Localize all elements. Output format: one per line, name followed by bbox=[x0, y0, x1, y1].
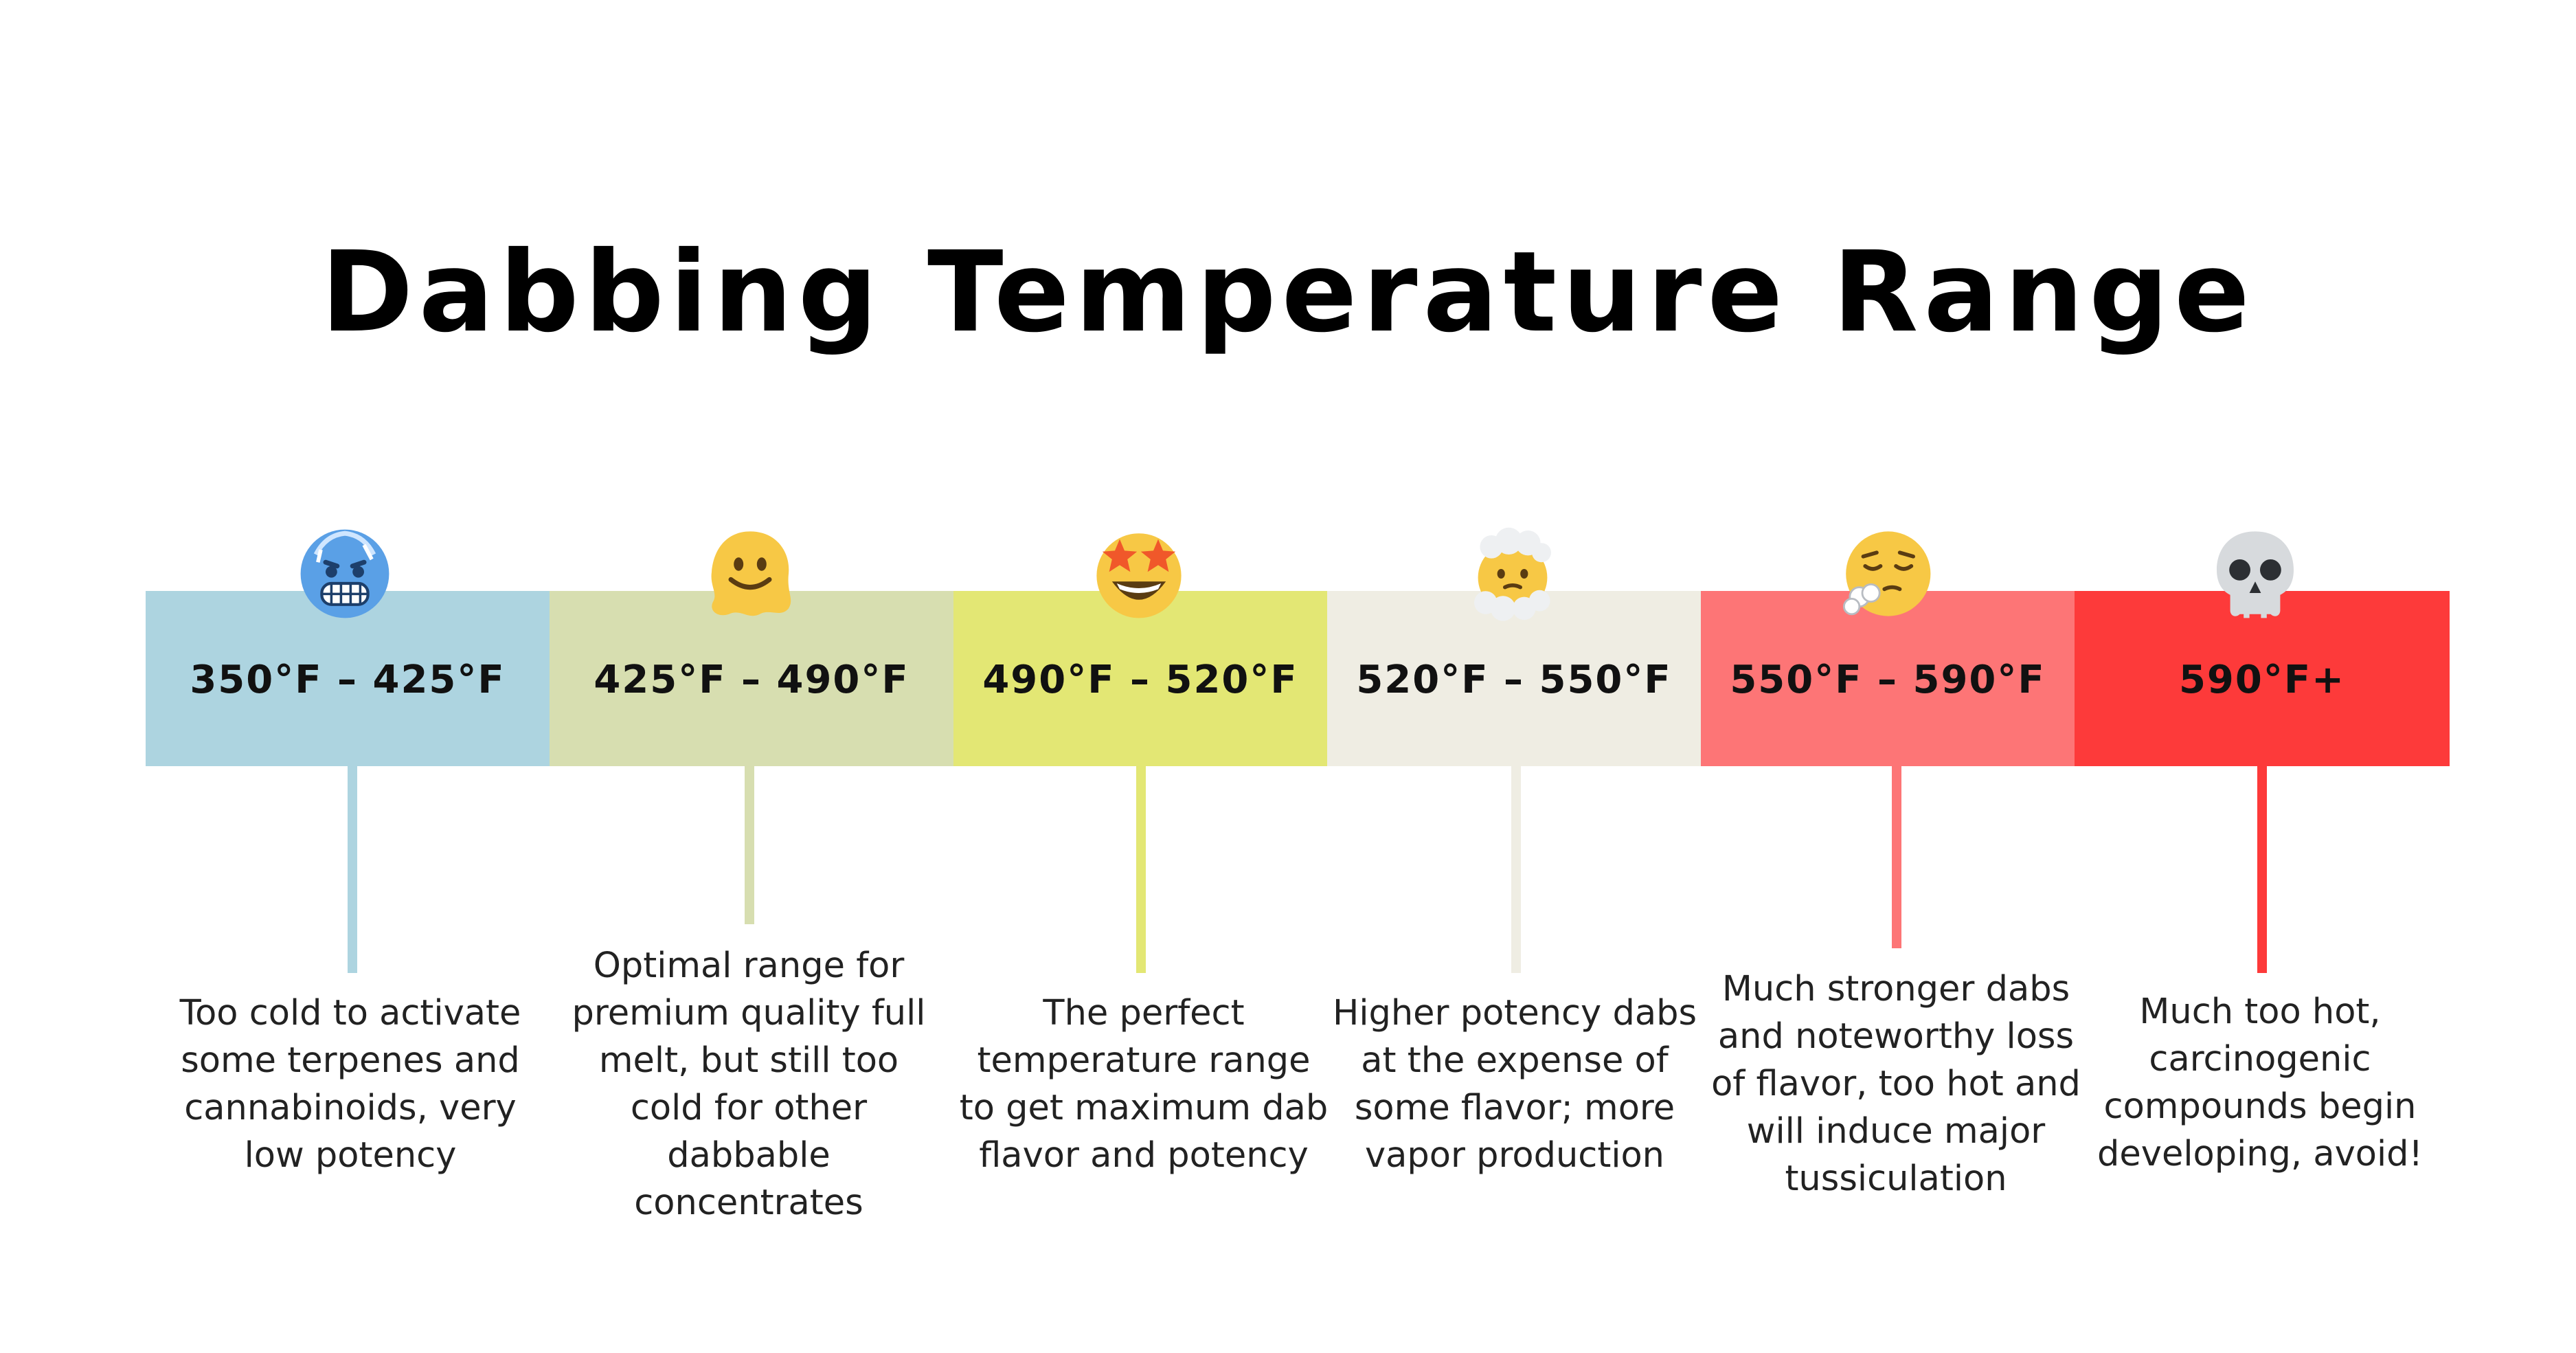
range-description: The perfect temperature range to get max… bbox=[958, 989, 1329, 1179]
range-description: Much too hot, carcinogenic compounds beg… bbox=[2081, 988, 2439, 1178]
band-590-plus bbox=[2075, 591, 2450, 766]
face-exhaling-icon bbox=[1843, 531, 1931, 616]
band-490-520 bbox=[953, 591, 1327, 766]
description-line: carcinogenic bbox=[2149, 1039, 2371, 1080]
stem-490-520 bbox=[1136, 766, 1146, 973]
range-description: Much stronger dabs and noteworthy loss o… bbox=[1710, 965, 2081, 1203]
description-line: some flavor; more bbox=[1354, 1088, 1675, 1128]
description-line: Higher potency dabs bbox=[1332, 993, 1697, 1033]
description-line: cannabinoids, very bbox=[184, 1088, 517, 1128]
description-line: cold for other bbox=[630, 1088, 868, 1128]
stem-350-425 bbox=[348, 766, 357, 973]
range-label: 550°F – 590°F bbox=[1730, 658, 2046, 702]
description-line: at the expense of bbox=[1361, 1040, 1669, 1081]
description-line: concentrates bbox=[634, 1183, 863, 1223]
description-line: premium quality full bbox=[572, 993, 926, 1033]
range-label: 490°F – 520°F bbox=[982, 658, 1298, 702]
stem-520-550 bbox=[1511, 766, 1521, 973]
range-label: 520°F – 550°F bbox=[1356, 658, 1672, 702]
description-line: some terpenes and bbox=[181, 1040, 520, 1081]
description-line: will induce major bbox=[1746, 1111, 2046, 1152]
range-label: 350°F – 425°F bbox=[190, 658, 506, 702]
description-line: flavor and potency bbox=[979, 1135, 1309, 1176]
description-line: Much stronger dabs bbox=[1721, 969, 2070, 1009]
description-line: tussiculation bbox=[1785, 1159, 2007, 1199]
range-label: 425°F – 490°F bbox=[594, 658, 909, 702]
band-350-425 bbox=[146, 591, 550, 766]
range-description: Too cold to activate some terpenes and c… bbox=[165, 989, 536, 1179]
description-line: Optimal range for bbox=[593, 946, 905, 986]
band-520-550 bbox=[1327, 591, 1701, 766]
face-in-clouds-icon bbox=[1474, 527, 1551, 621]
description-line: The perfect bbox=[1043, 993, 1245, 1033]
description-line: to get maximum dab bbox=[959, 1088, 1329, 1128]
melting-face-icon bbox=[711, 531, 791, 616]
description-line: vapor production bbox=[1364, 1135, 1665, 1176]
band-425-490 bbox=[550, 591, 953, 766]
stem-590-plus bbox=[2257, 766, 2267, 973]
band-550-590 bbox=[1701, 591, 2075, 766]
stem-550-590 bbox=[1892, 766, 1901, 948]
description-line: Too cold to activate bbox=[179, 993, 521, 1033]
description-line: low potency bbox=[244, 1135, 457, 1176]
stem-425-490 bbox=[745, 766, 754, 924]
cold-face-icon bbox=[300, 529, 389, 618]
description-line: and noteworthy loss bbox=[1717, 1016, 2075, 1057]
star-struck-icon bbox=[1096, 533, 1182, 618]
range-description: Optimal range for premium quality full m… bbox=[563, 942, 934, 1227]
description-line: of flavor, too hot and bbox=[1711, 1064, 2081, 1104]
description-line: temperature range bbox=[977, 1040, 1311, 1081]
description-line: compounds begin bbox=[2103, 1086, 2417, 1127]
range-label: 590°F+ bbox=[2178, 658, 2346, 702]
description-line: dabbable bbox=[667, 1135, 831, 1176]
skull-icon bbox=[2217, 531, 2294, 618]
description-line: developing, avoid! bbox=[2097, 1134, 2423, 1174]
description-line: melt, but still too bbox=[598, 1040, 899, 1081]
description-line: Much too hot, bbox=[2139, 992, 2381, 1032]
range-description: Higher potency dabs at the expense of so… bbox=[1329, 989, 1700, 1179]
page-title: Dabbing Temperature Range bbox=[321, 228, 2255, 357]
